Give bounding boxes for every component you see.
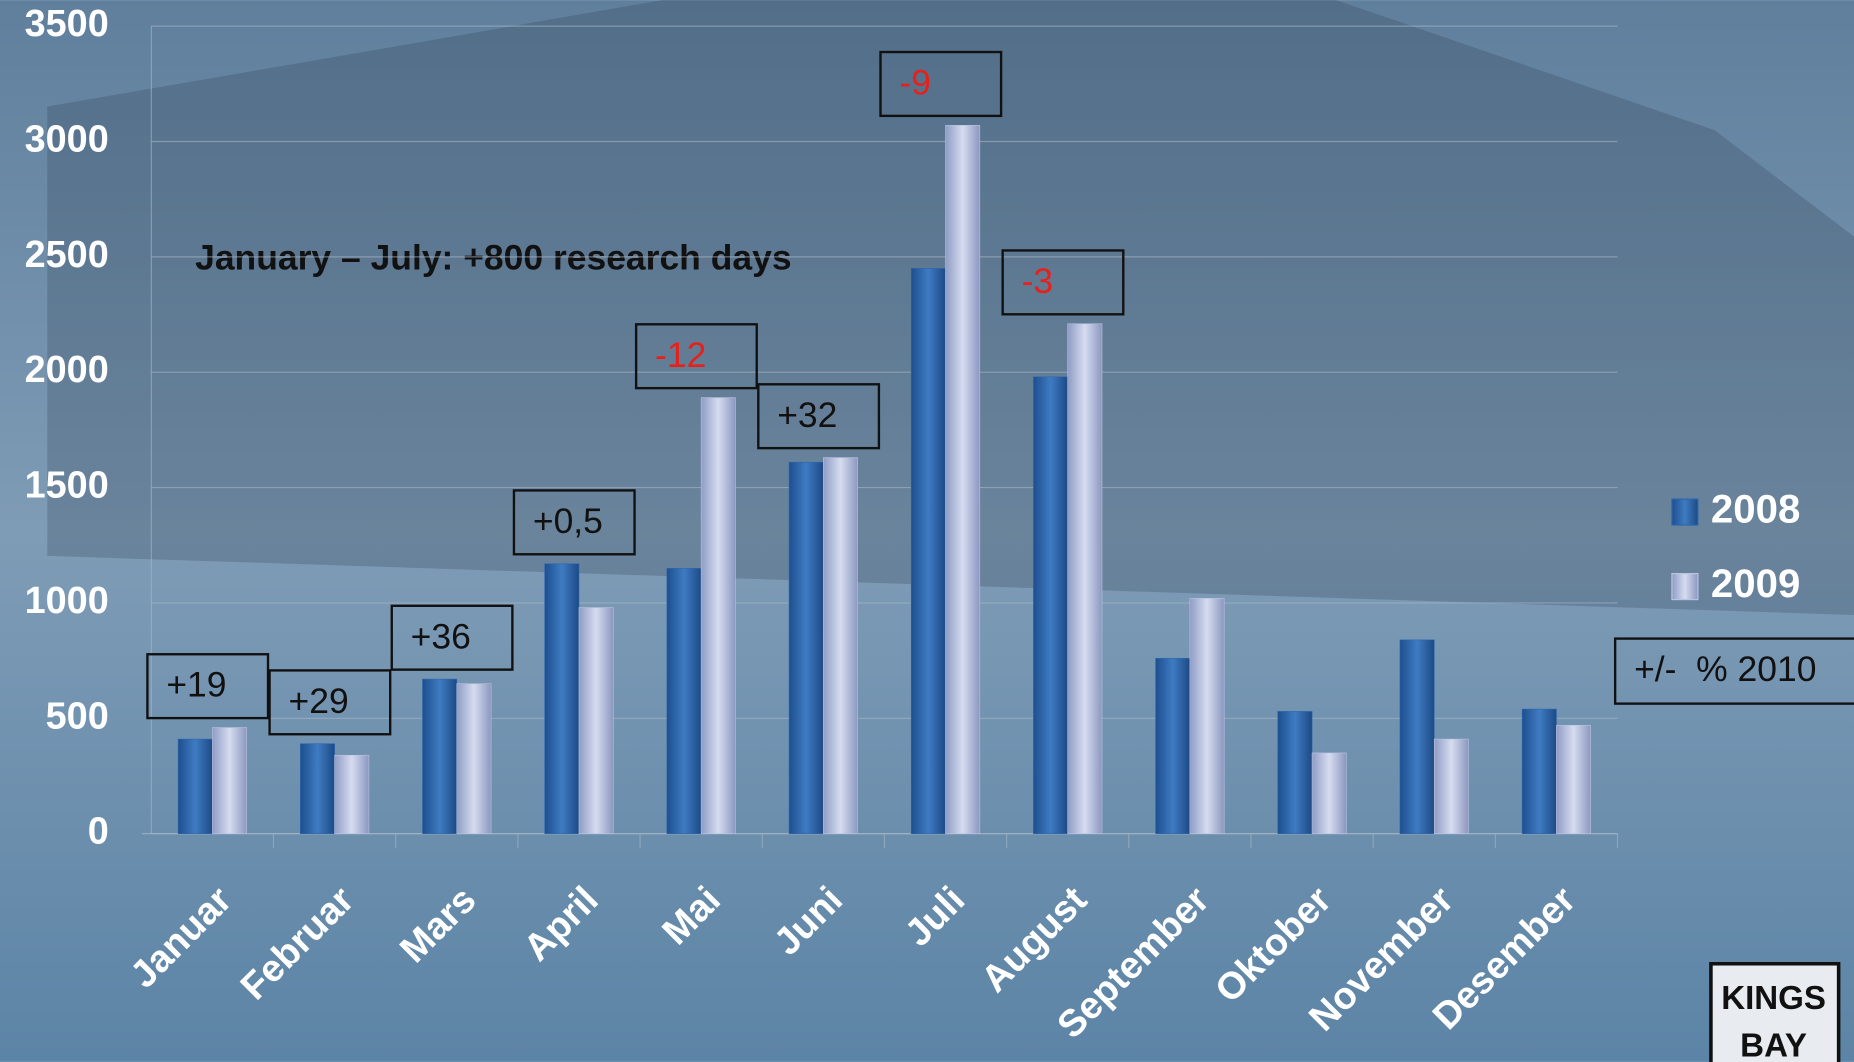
legend-label: 2009 [1711,561,1800,606]
bar [212,727,248,834]
bar [1399,639,1435,834]
annotation: January – July: +800 research days [195,238,791,278]
bar [578,607,614,834]
bar [788,461,824,834]
bar [300,743,335,834]
y-tick-label: 1000 [25,580,109,622]
bar [1311,752,1347,834]
y-tick-label: 2500 [25,234,109,276]
bar [422,678,458,834]
bar [456,683,492,834]
bar [1521,708,1557,834]
y-tick-label: 500 [46,695,109,737]
legend-swatch [1671,498,1699,526]
bar [1189,598,1225,834]
bar [700,397,736,834]
bar [823,457,858,834]
change-legend-box [1613,637,1854,705]
y-tick-label: 0 [88,811,109,853]
y-tick-label: 2000 [25,349,109,391]
bar [666,568,702,834]
change-label-box [879,50,1003,118]
change-label: +29 [289,681,349,721]
bar [1277,711,1313,834]
change-label-box [390,604,514,671]
change-label-box [757,383,881,450]
change-label-box [1001,249,1125,316]
legend-label: 2008 [1711,487,1800,532]
change-label: +0,5 [533,501,603,541]
change-label-box [146,653,270,720]
logo-box [1709,961,1841,1062]
change-legend: +/- % 2010 [1634,649,1816,689]
change-label: -12 [655,335,706,375]
change-label: +19 [166,665,226,705]
change-label-box [634,323,758,390]
logo-text: BAY [1740,1027,1807,1062]
logo-text: KINGS [1721,980,1826,1017]
y-tick-label: 3000 [25,118,109,160]
change-label: -9 [899,63,931,103]
bar [1067,323,1103,834]
y-tick-label: 3500 [25,3,109,45]
bar [1155,658,1191,834]
change-label: -3 [1022,261,1054,301]
bar [1433,738,1469,834]
change-label-box [268,669,392,736]
change-label: +36 [411,616,471,656]
bar [334,754,370,834]
legend-swatch [1671,572,1699,601]
bar [1033,376,1069,834]
change-label-box [512,489,636,556]
bar [1556,724,1592,834]
bar [177,738,213,834]
bar [544,563,580,834]
bar [945,125,981,834]
change-label: +32 [777,395,837,435]
y-tick-label: 1500 [25,465,109,507]
bar [910,268,946,834]
